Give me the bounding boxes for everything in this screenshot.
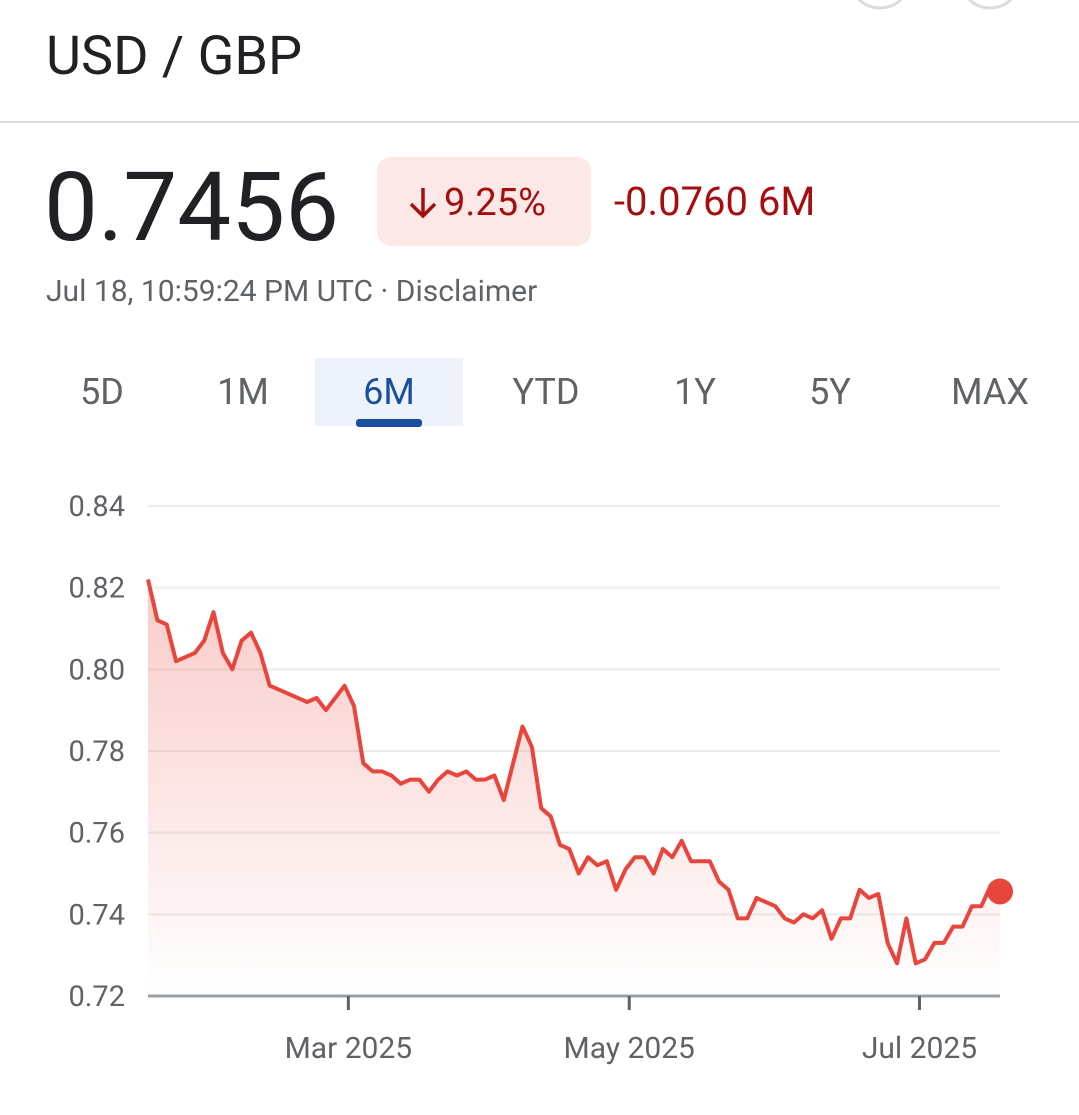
top-button[interactable] xyxy=(850,0,910,10)
area xyxy=(148,579,1000,996)
y-tick-label: 0.78 xyxy=(68,735,125,769)
line xyxy=(146,579,1002,966)
change-value: -0.0760 6M xyxy=(614,178,815,225)
last-point xyxy=(987,878,1013,905)
selected-tab-bg xyxy=(315,358,463,426)
y-tick-label: 0.76 xyxy=(68,817,125,851)
y-tick-label: 0.82 xyxy=(68,572,125,606)
range-tab[interactable]: YTD xyxy=(512,371,579,413)
y-tick-label: 0.80 xyxy=(68,653,125,687)
x-tick-label: Jul 2025 xyxy=(862,1031,977,1066)
selected-tab-indicator xyxy=(356,419,422,427)
chart: 0.72 0.74 0.76 0.78 0.80 0.82 0.84 Mar 2025 May … xyxy=(68,490,1013,1066)
range-tab[interactable]: 5D xyxy=(80,371,124,413)
change-badge xyxy=(377,157,591,246)
range-tab[interactable]: 1M xyxy=(217,371,269,413)
range-tab[interactable]: 6M xyxy=(363,371,415,413)
price: 0.7456 xyxy=(44,152,339,264)
timestamp-text: Jul 18, 10:59:24 PM UTC · xyxy=(46,274,388,309)
disclaimer-link[interactable]: Disclaimer xyxy=(396,274,537,309)
top-button[interactable] xyxy=(960,0,1020,10)
range-tabs: 5D 1M 6M YTD 1Y 5Y MAX xyxy=(80,358,1029,427)
change-percent: 9.25% xyxy=(444,181,546,225)
y-tick-label: 0.74 xyxy=(68,898,125,932)
x-tick-label: Mar 2025 xyxy=(285,1031,413,1066)
y-tick-label: 0.84 xyxy=(68,490,125,524)
down-arrow-icon xyxy=(409,188,437,219)
range-tab[interactable]: 1Y xyxy=(674,371,716,413)
y-tick-label: 0.72 xyxy=(68,980,125,1014)
range-tab[interactable]: MAX xyxy=(951,371,1029,413)
x-tick-label: May 2025 xyxy=(564,1031,695,1066)
range-tab[interactable]: 5Y xyxy=(809,371,851,413)
timestamp: Jul 18, 10:59:24 PM UTC · Disclaimer xyxy=(46,274,537,309)
page-title: USD / GBP xyxy=(46,25,302,88)
